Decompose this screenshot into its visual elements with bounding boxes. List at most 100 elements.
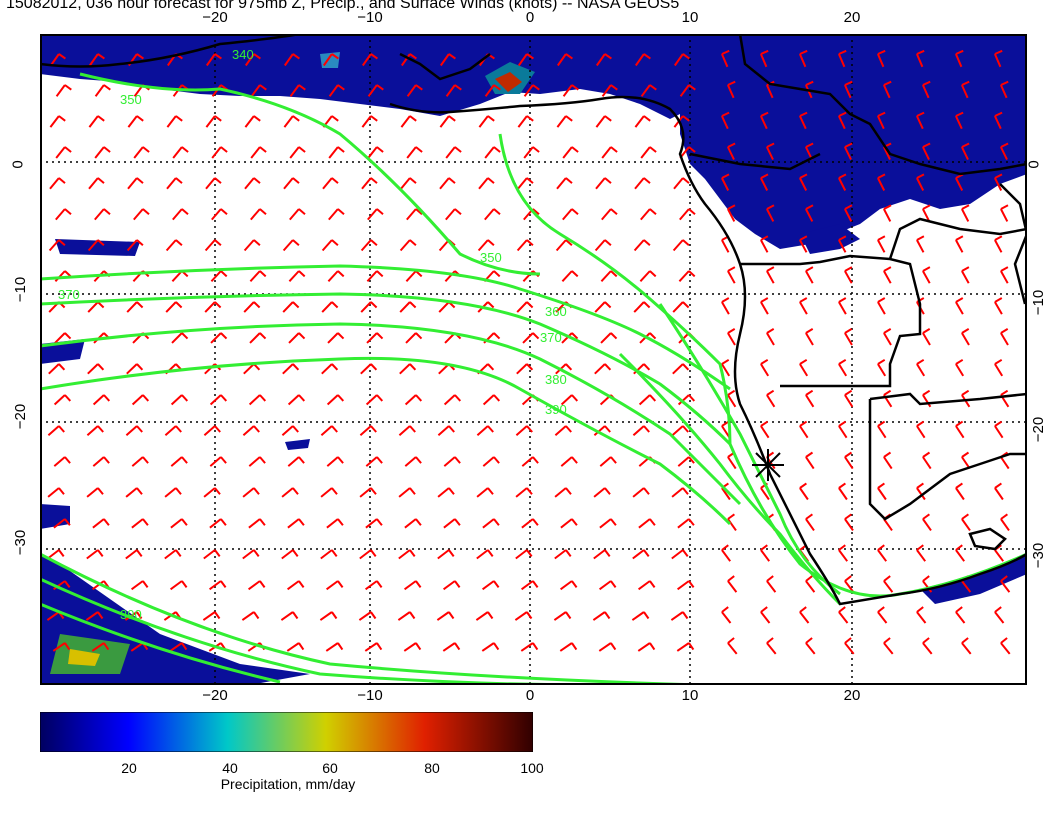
wind-barb <box>593 549 611 560</box>
wind-barb <box>638 518 656 529</box>
wind-barb <box>443 394 462 406</box>
wind-barb <box>366 332 384 344</box>
wind-barb <box>838 482 848 501</box>
wind-barb <box>243 301 261 313</box>
wind-barb <box>360 363 378 375</box>
wind-barb <box>359 425 377 437</box>
wind-barb <box>326 394 345 406</box>
wind-barb <box>250 146 267 159</box>
wind-barb <box>482 456 500 467</box>
wind-barb <box>727 389 737 408</box>
wind-barb <box>671 425 689 437</box>
wind-barb <box>640 84 657 97</box>
wind-barb <box>53 394 72 406</box>
wind-barb <box>838 544 849 562</box>
wind-barb <box>960 142 970 161</box>
wind-barb <box>91 642 110 652</box>
wind-barb <box>955 482 965 501</box>
wind-barb <box>521 456 539 467</box>
wind-barb <box>595 177 612 190</box>
wind-barb <box>805 328 814 346</box>
wind-barb <box>445 208 462 221</box>
wind-barb <box>721 173 730 191</box>
wind-barb <box>721 420 731 439</box>
wind-barb <box>52 642 71 652</box>
x-tick-bottom: 20 <box>843 687 861 704</box>
wind-barb <box>170 394 189 406</box>
wind-barb <box>640 146 657 159</box>
wind-barb <box>439 177 456 190</box>
wind-barb <box>999 80 1009 99</box>
contour-label: 370 <box>540 330 562 345</box>
wind-barb <box>250 208 267 221</box>
wind-barb <box>592 611 611 621</box>
y-tick-left: 0 <box>9 160 27 169</box>
wind-barb <box>321 363 339 375</box>
wind-barb <box>209 580 227 591</box>
wind-barb <box>798 111 808 130</box>
wind-barb <box>328 84 345 97</box>
wind-barb <box>164 425 182 437</box>
x-tick-top: 20 <box>843 9 861 26</box>
wind-barb <box>560 394 579 406</box>
wind-barb <box>759 111 769 130</box>
wind-barb <box>844 389 854 408</box>
wind-barb <box>993 49 1003 68</box>
wind-barb <box>365 394 384 406</box>
y-tick-right: 0 <box>1025 160 1043 169</box>
wind-barb <box>172 146 189 159</box>
wind-barb <box>283 177 300 190</box>
wind-barb <box>289 146 306 159</box>
wind-barb <box>954 111 964 130</box>
map-canvas: 340 350 350 360 370 380 390 390 370 <box>40 34 1027 685</box>
wind-barb <box>248 456 266 467</box>
wind-barb <box>250 84 267 97</box>
wind-barb <box>633 239 651 252</box>
wind-barb <box>204 239 222 252</box>
wind-barb <box>760 544 771 562</box>
wind-barb <box>131 580 149 591</box>
wind-barb <box>476 425 494 437</box>
wind-barb <box>560 580 578 591</box>
wind-barb <box>837 111 847 130</box>
wind-barb <box>242 425 260 437</box>
wind-barb <box>361 53 378 67</box>
wind-barb <box>1000 637 1011 655</box>
wind-barb <box>202 611 221 621</box>
wind-barb <box>365 518 383 529</box>
wind-barb <box>482 580 500 591</box>
wind-barb <box>520 642 539 652</box>
wind-barb <box>126 363 144 375</box>
wind-barb <box>561 332 579 344</box>
wind-barb <box>632 549 650 560</box>
wind-barb <box>516 301 534 313</box>
colorbar <box>40 712 533 752</box>
wind-barb <box>516 363 534 375</box>
wind-barb <box>877 606 888 624</box>
wind-barb <box>53 456 71 467</box>
wind-barb <box>960 80 970 99</box>
wind-barb <box>437 425 455 437</box>
wind-barb <box>171 332 189 344</box>
wind-barb <box>632 487 650 498</box>
wind-barb <box>798 49 808 68</box>
y-tick-left: −10 <box>12 276 30 303</box>
wind-barb <box>398 487 416 498</box>
wind-barb <box>673 53 690 67</box>
wind-barb <box>882 80 892 99</box>
wind-barb <box>838 606 849 624</box>
wind-barb <box>288 270 306 282</box>
colorbar-tick: 40 <box>222 760 238 776</box>
wind-barb <box>843 80 853 99</box>
wind-barb <box>726 142 736 161</box>
wind-barb <box>640 208 657 221</box>
wind-barb <box>164 549 182 560</box>
wind-barb <box>679 208 696 221</box>
wind-barb <box>281 487 299 498</box>
wind-barb <box>484 84 501 97</box>
wind-barb <box>48 239 66 252</box>
wind-barb <box>322 177 339 190</box>
wind-barb <box>360 301 378 313</box>
wind-barb <box>521 518 539 529</box>
wind-barb <box>883 637 894 655</box>
